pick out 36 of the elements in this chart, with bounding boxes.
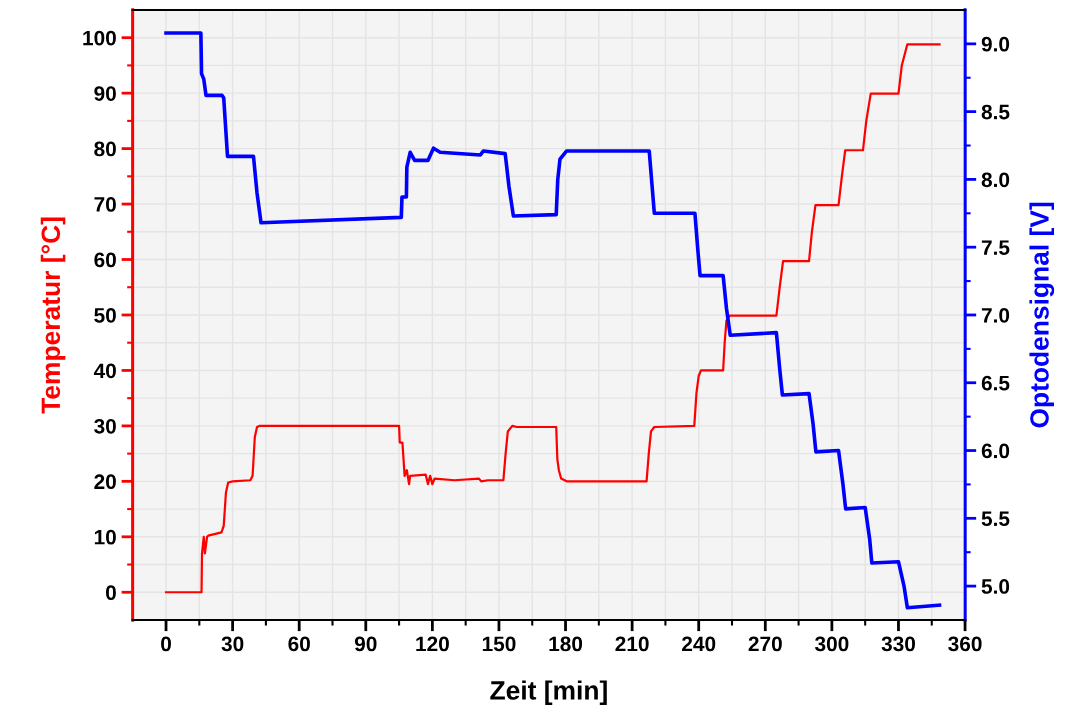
x-tick-label: 180 xyxy=(549,636,583,652)
x-axis-title: Zeit [min] xyxy=(490,680,607,705)
y-tick-label: 100 xyxy=(83,30,116,46)
y-tick-label: 0 xyxy=(106,585,116,601)
y-tick-label: 10 xyxy=(94,529,116,545)
y-tick-label: 70 xyxy=(94,197,116,212)
x-tick-label: 60 xyxy=(288,636,310,652)
y-axis-title: Temperatur [°C] xyxy=(40,217,66,414)
y-tick-label: 80 xyxy=(94,141,116,157)
y2-tick-label: 5.0 xyxy=(981,579,1010,594)
y2-tick-label: 7.0 xyxy=(981,307,1010,323)
y-tick-label: 40 xyxy=(93,363,116,379)
y2-axis-title: Optodensignal [V] xyxy=(1029,202,1055,428)
x-tick-label: 30 xyxy=(221,636,244,652)
x-tick-label: 240 xyxy=(682,636,716,652)
y-tick-label: 30 xyxy=(94,418,116,434)
x-tick-label: 0 xyxy=(161,636,171,652)
x-tick-label: 90 xyxy=(354,636,377,652)
x-tick-label: 210 xyxy=(615,636,649,652)
y-tick-label: 50 xyxy=(94,307,116,323)
y2-tick-label: 7.5 xyxy=(981,240,1010,255)
x-tick-label: 330 xyxy=(881,636,915,652)
x-tick-label: 120 xyxy=(416,636,449,652)
x-tick-label: 360 xyxy=(948,636,982,652)
y2-tick-label: 9.0 xyxy=(981,36,1010,52)
y2-tick-label: 6.0 xyxy=(981,443,1010,459)
y2-tick-label: 8.0 xyxy=(981,172,1010,188)
x-tick-label: 270 xyxy=(748,636,782,652)
y-tick-label: 90 xyxy=(94,86,116,101)
y-tick-label: 20 xyxy=(94,474,116,490)
y2-tick-label: 5.5 xyxy=(981,511,1010,527)
x-tick-label: 300 xyxy=(814,636,849,652)
y-tick-label: 60 xyxy=(94,252,116,268)
x-tick-label: 150 xyxy=(482,636,516,652)
y2-tick-label: 6.5 xyxy=(981,375,1010,391)
y2-tick-label: 8.5 xyxy=(981,104,1010,120)
